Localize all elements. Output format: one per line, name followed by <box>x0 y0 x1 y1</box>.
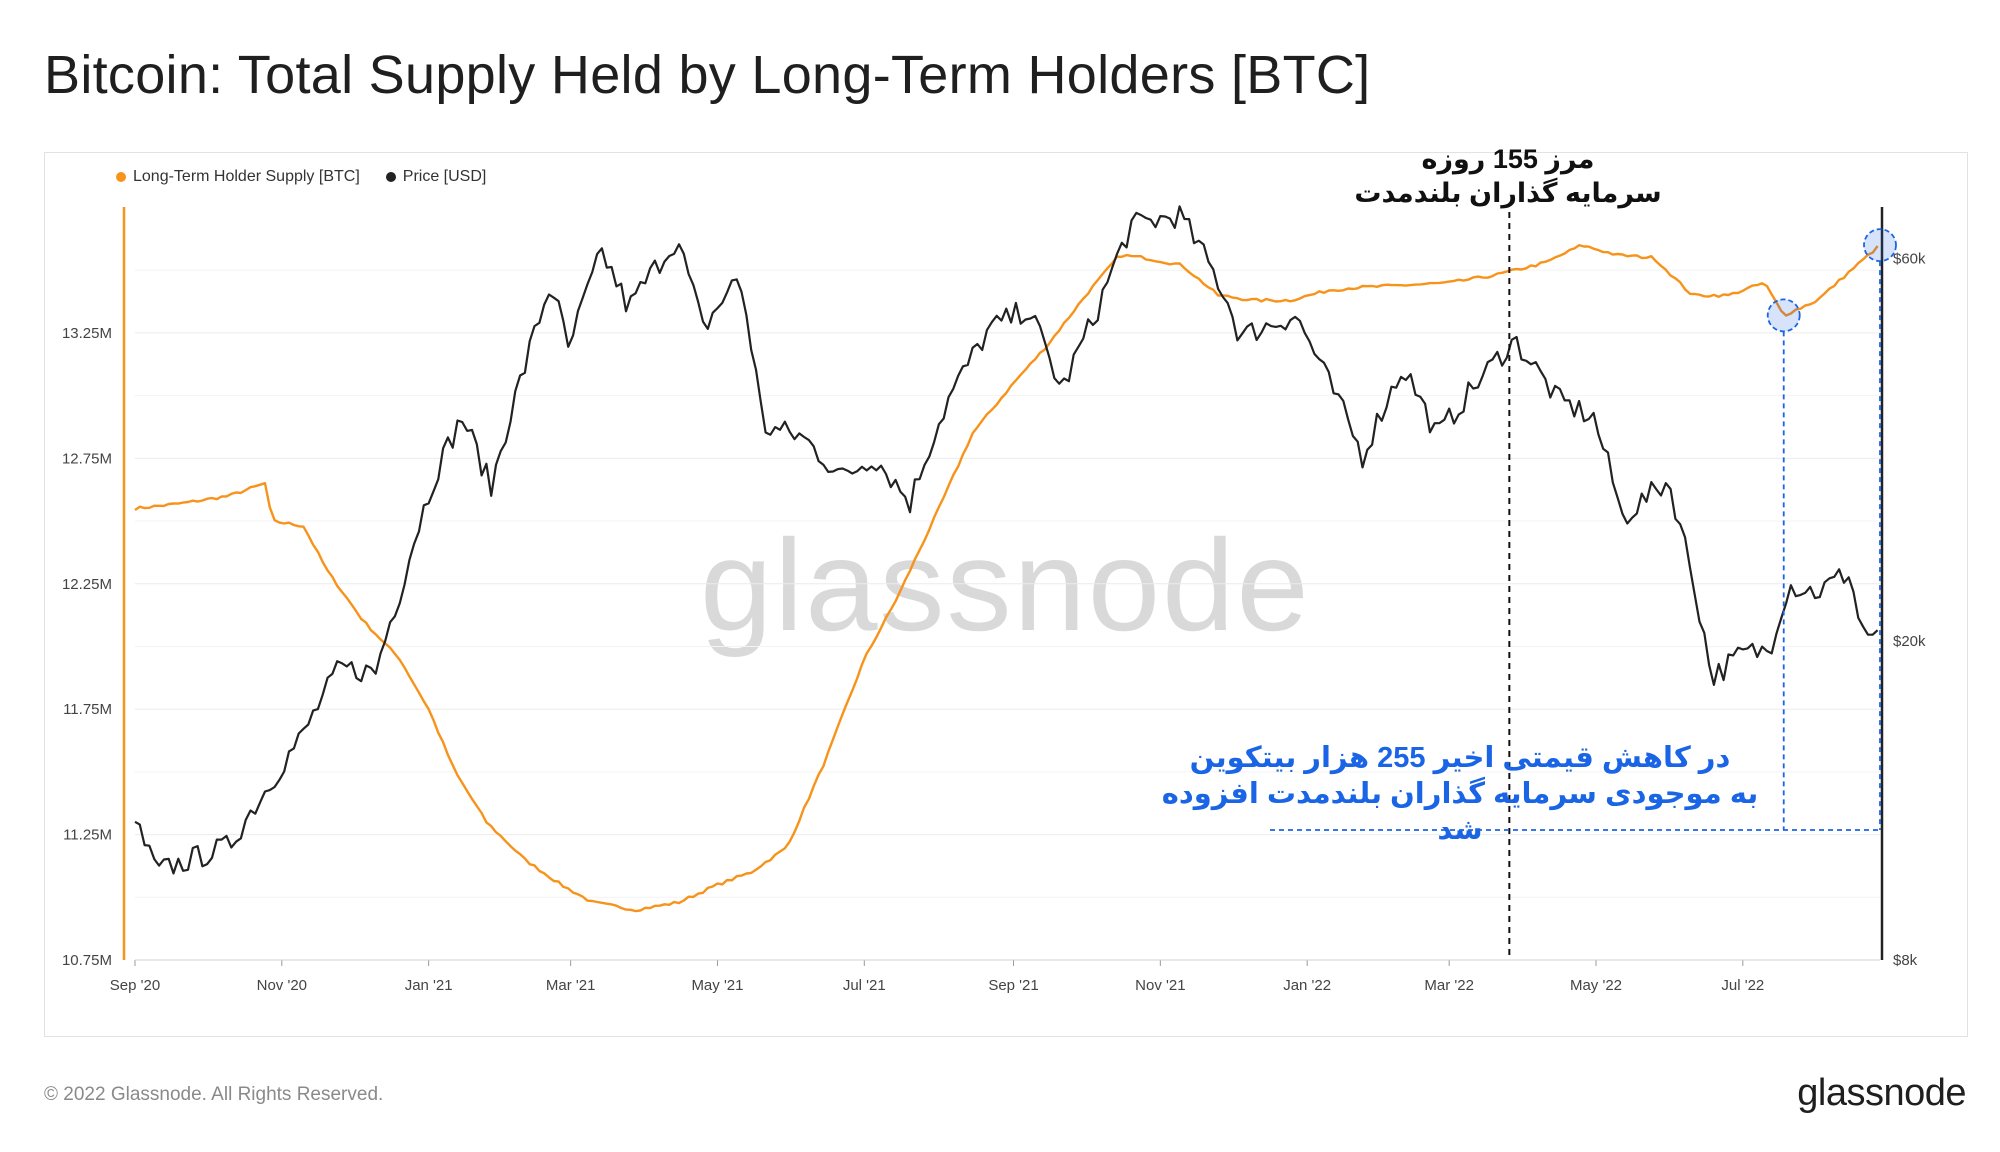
chart-legend: Long-Term Holder Supply [BTC] Price [USD… <box>116 168 486 186</box>
annotation-255k-increase: در کاهش قیمتی اخیر 255 هزار بیتکوین به م… <box>1140 740 1780 848</box>
highlight-circle-low <box>1766 298 1801 333</box>
x-tick-label: Sep '21 <box>988 977 1038 994</box>
annotation-155-day-boundary: مرز 155 روزه سرمایه گذاران بلندمدت <box>1308 142 1708 210</box>
x-tick-label: Jul '22 <box>1721 977 1764 994</box>
chart-frame <box>44 152 1968 1037</box>
annotation-255-line2: به موجودی سرمایه گذاران بلندمدت افزوده ش… <box>1161 778 1759 846</box>
x-tick-label: May '22 <box>1570 977 1622 994</box>
x-tick-label: Nov '21 <box>1135 977 1185 994</box>
watermark: glassnode <box>700 512 1311 658</box>
footer-logo[interactable]: glassnode <box>1797 1072 1966 1114</box>
legend-price-label: Price [USD] <box>402 168 487 185</box>
series-line-ltc-supply <box>134 244 1879 913</box>
y-tick-label-left: 12.75M <box>62 450 112 467</box>
legend-item-price[interactable]: Price [USD] <box>385 168 487 186</box>
legend-supply-dot <box>116 172 126 182</box>
annotation-255-line1: در کاهش قیمتی اخیر 255 هزار بیتکوین <box>1189 742 1731 774</box>
y-tick-label-left: 11.75M <box>63 701 112 718</box>
highlight-circle-high <box>1863 228 1897 263</box>
x-tick-label: Jul '21 <box>843 977 886 994</box>
y-tick-label-left: 11.25M <box>63 827 112 844</box>
x-tick-label: May '21 <box>691 977 743 994</box>
legend-item-supply[interactable]: Long-Term Holder Supply [BTC] <box>116 168 360 186</box>
annotation-155-line1: مرز 155 روزه <box>1421 144 1595 174</box>
page-title: Bitcoin: Total Supply Held by Long-Term … <box>44 45 1371 105</box>
x-tick-label: Nov '20 <box>257 977 307 994</box>
footer-copyright: © 2022 Glassnode. All Rights Reserved. <box>44 1084 384 1105</box>
x-tick-label: Jan '22 <box>1283 977 1331 994</box>
y-tick-label-right: $20k <box>1893 633 1926 650</box>
x-tick-label: Mar '22 <box>1424 977 1474 994</box>
y-tick-label-left: 13.25M <box>62 325 112 342</box>
y-tick-label-left: 10.75M <box>62 952 112 969</box>
y-tick-label-left: 12.25M <box>62 576 112 593</box>
legend-supply-label: Long-Term Holder Supply [BTC] <box>133 168 360 185</box>
y-tick-label-right: $8k <box>1893 952 1918 969</box>
series-line-price <box>134 205 1879 875</box>
annotation-155-line2: سرمایه گذاران بلندمدت <box>1354 178 1662 208</box>
x-tick-label: Sep '20 <box>110 977 160 994</box>
y-tick-label-right: $60k <box>1893 251 1926 268</box>
x-tick-label: Jan '21 <box>405 977 453 994</box>
legend-price-dot <box>385 172 396 182</box>
x-tick-label: Mar '21 <box>546 977 596 994</box>
